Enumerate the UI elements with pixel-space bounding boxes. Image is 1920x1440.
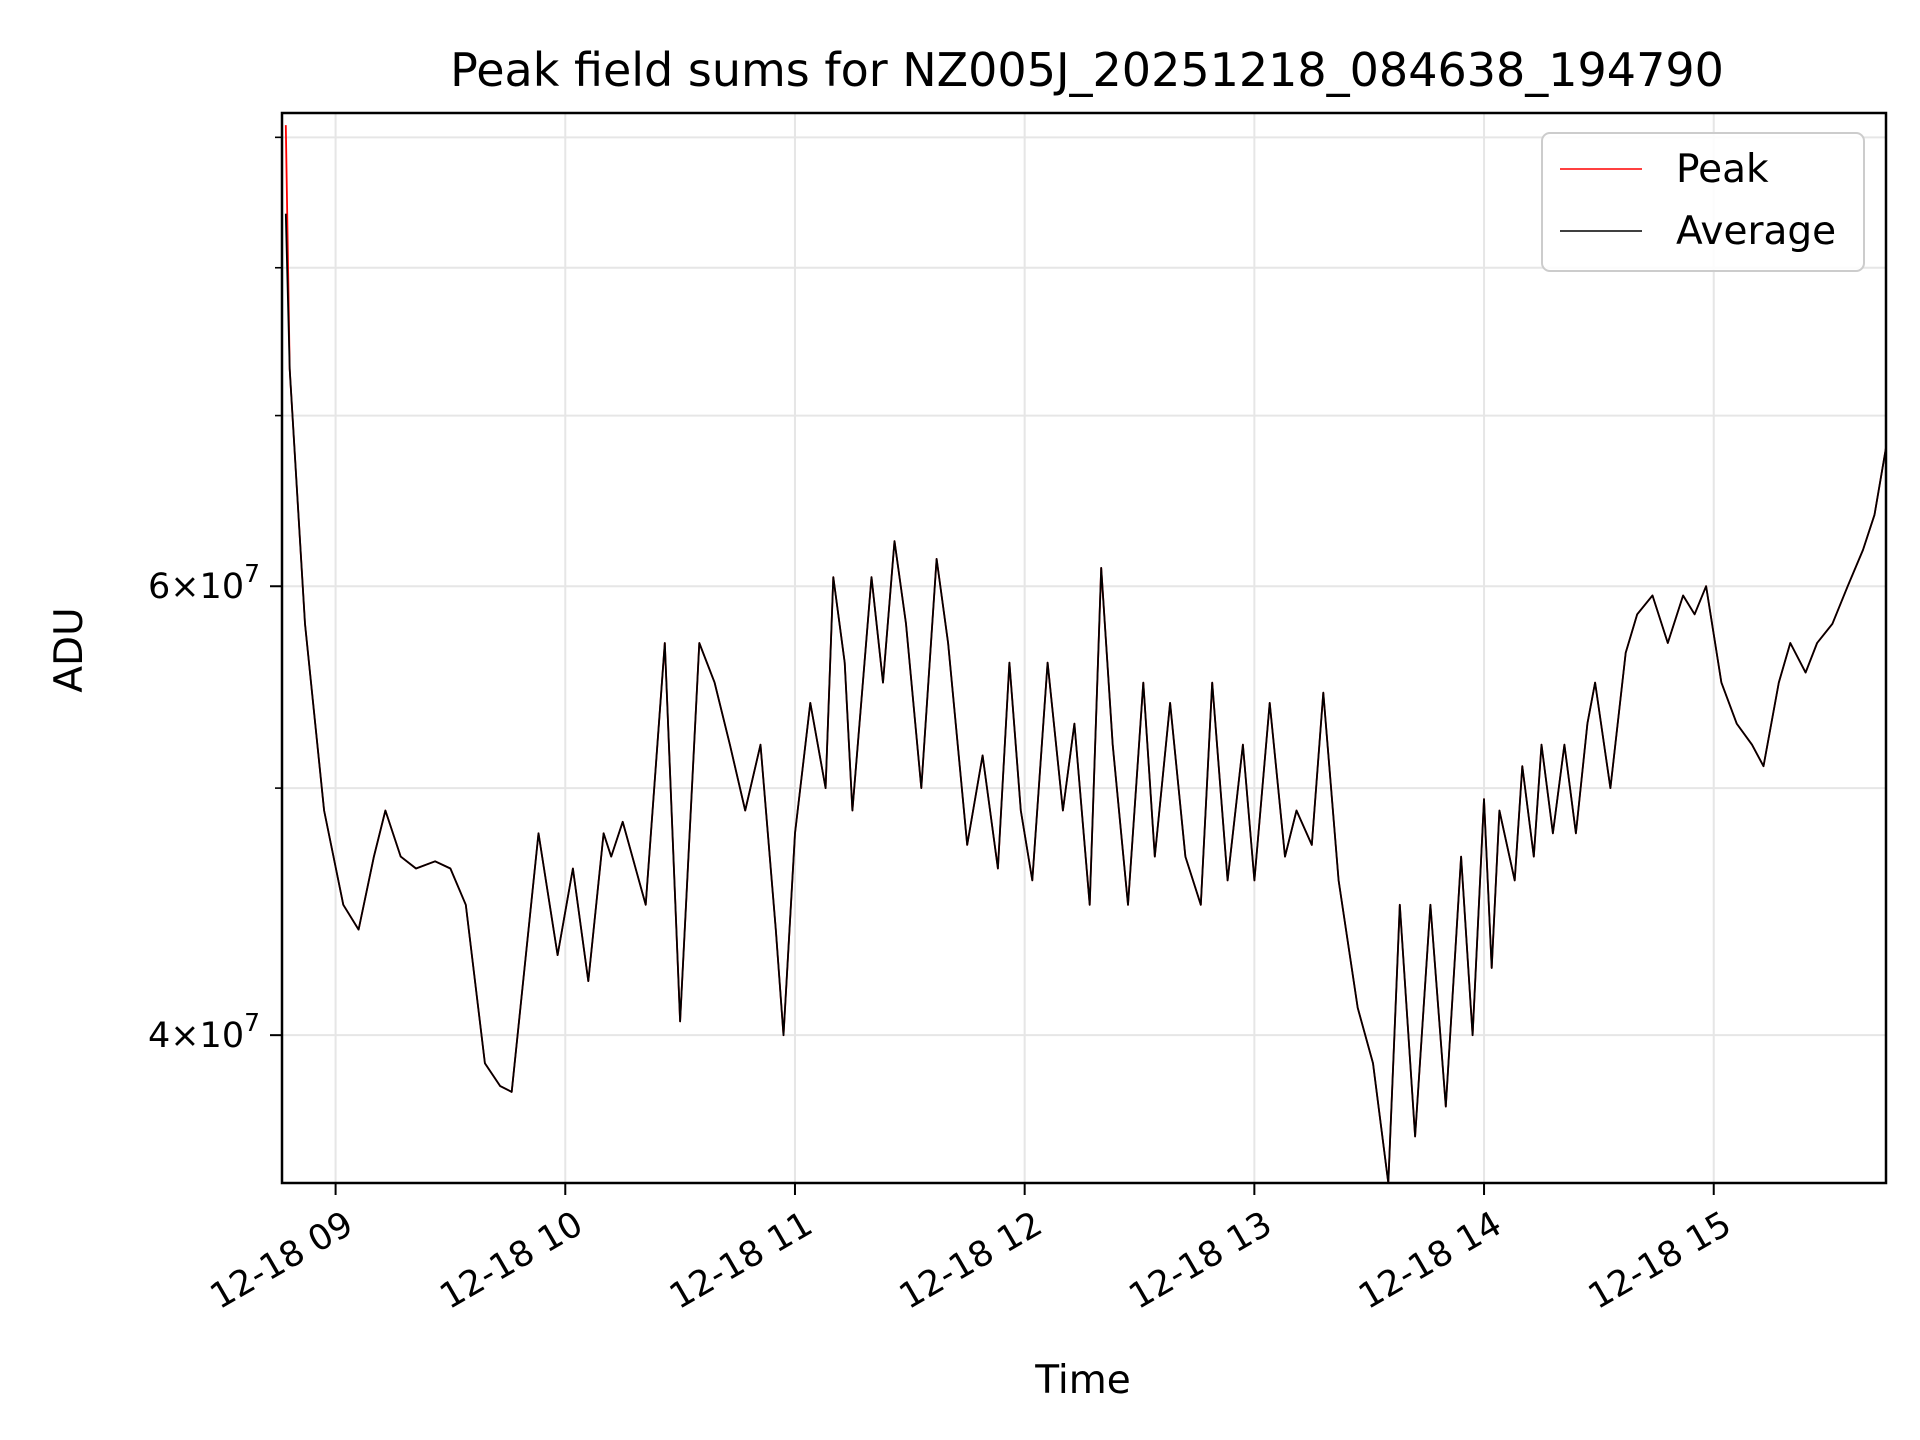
legend-label-peak: Peak [1676,147,1769,192]
series-layer [284,125,1886,1183]
series-line-average [284,213,1886,1183]
y-tick-label-base: 6×10 [148,567,244,607]
plot-frame [280,111,1888,1185]
y-axis-label: ADU [47,607,92,692]
legend: Peak Average [1541,132,1865,272]
grid [282,113,1886,1183]
legend-label-average: Average [1676,209,1836,254]
y-tick-label-exponent: 7 [244,1008,260,1037]
y-tick-label: 6×107 [148,559,260,607]
legend-box [1541,132,1865,272]
chart-title: Peak field sums for NZ005J_20251218_0846… [450,43,1724,97]
y-tick-label: 4×107 [148,1008,260,1056]
y-tick-label-exponent: 7 [244,559,260,588]
y-tick-label-base: 4×10 [148,1016,244,1056]
x-axis-label: Time [1034,1358,1130,1403]
